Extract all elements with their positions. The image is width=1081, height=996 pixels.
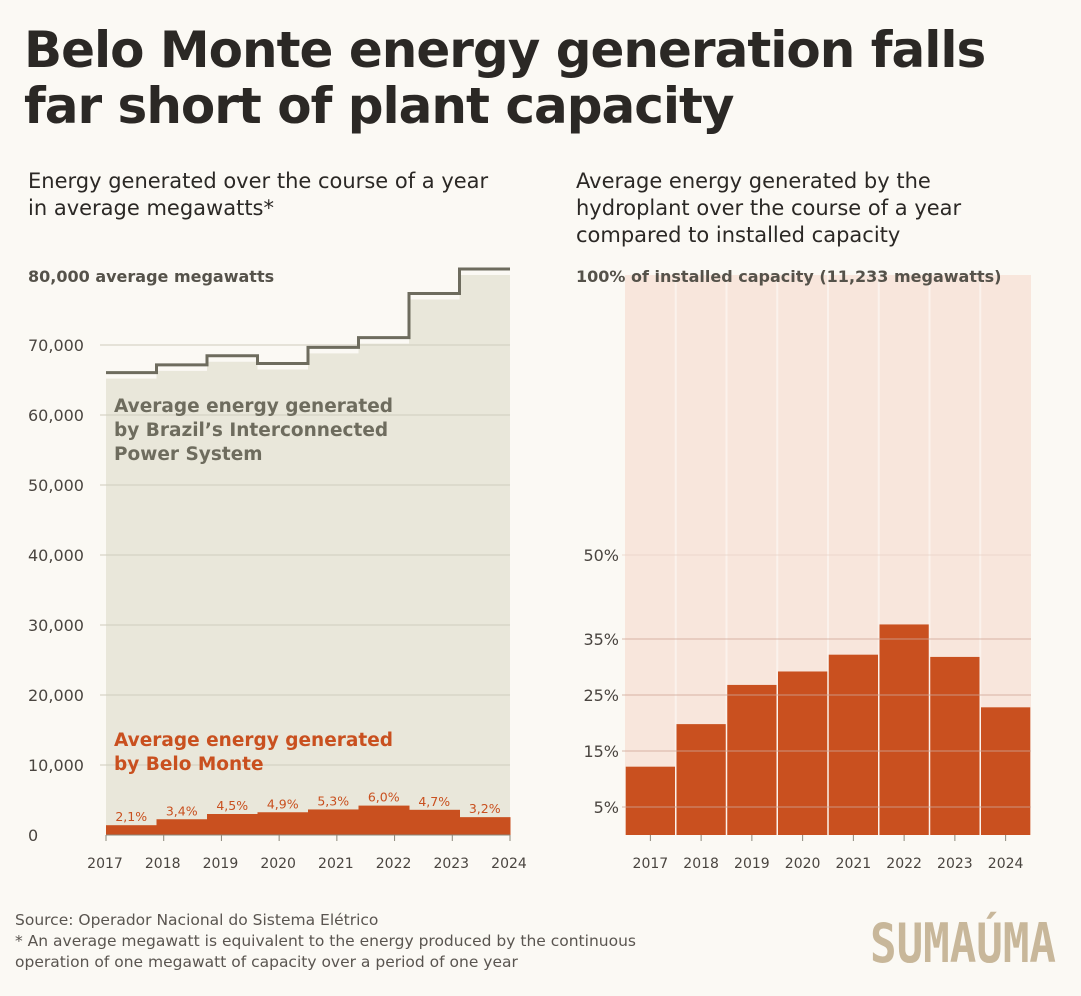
source-note: Source: Operador Nacional do Sistema Elé… (15, 911, 379, 929)
left-x-tick-label: 2023 (433, 856, 469, 872)
right-y-tick-label: 5% (594, 798, 619, 817)
capacity-bar (727, 684, 777, 835)
left-y-tick-label: 20,000 (28, 686, 84, 705)
capacity-bar (676, 724, 726, 835)
belo-monte-bar (358, 805, 410, 835)
belo-monte-bar (207, 814, 258, 835)
left-gridlines (100, 344, 510, 766)
belo-monte-percent-label: 4,5% (216, 798, 248, 813)
belo-monte-percent-label: 2,1% (115, 809, 147, 824)
right-x-tick-label: 2020 (785, 856, 821, 872)
right-x-tick-label: 2023 (937, 856, 973, 872)
belo-monte-bar (409, 809, 460, 835)
belo-monte-bar (106, 825, 157, 835)
belo-monte-percent-labels: 2,1% 3,4% 4,5% 4,9% 5,3% 6,0% 4,7% 3,2% (115, 790, 500, 825)
left-x-tick-label: 2020 (260, 856, 296, 872)
sumauma-logo: SUMAÚMA (868, 910, 1058, 974)
capacity-bar (778, 671, 828, 835)
footnote: * An average megawatt is equivalent to t… (15, 932, 636, 971)
belo-monte-percent-label: 3,4% (166, 803, 198, 818)
right-y-ticks: 5% 15% 25% 35% 50% (583, 546, 619, 817)
right-chart-title: Average energy generated by the hydropla… (576, 169, 962, 247)
logo-text: SUMAÚMA (870, 912, 1056, 974)
left-x-tick-label: 2022 (376, 856, 412, 872)
right-x-tick-label: 2019 (734, 856, 770, 872)
belo-monte-percent-label: 4,9% (267, 796, 299, 811)
left-y-tick-label: 60,000 (28, 406, 84, 425)
left-x-tick-label: 2019 (203, 856, 239, 872)
left-x-tick-label: 2018 (145, 856, 181, 872)
left-x-ticks: 2017 2018 2019 2020 2021 2022 2023 2024 (87, 835, 527, 872)
sin-series-label: Average energy generated by Brazil’s Int… (114, 396, 399, 465)
left-y-tick-label: 40,000 (28, 546, 84, 565)
left-chart-title: Energy generated over the course of a ye… (28, 169, 489, 220)
belo-monte-bar (308, 809, 359, 835)
right-x-tick-label: 2022 (886, 856, 922, 872)
right-x-tick-label: 2024 (988, 856, 1024, 872)
capacity-bar (828, 654, 878, 835)
right-y-tick-label: 15% (583, 742, 619, 761)
belo-monte-percent-label: 3,2% (469, 801, 501, 816)
capacity-bar (879, 624, 929, 835)
left-y-tick-label: 10,000 (28, 756, 84, 775)
page-title: Belo Monte energy generation falls far s… (24, 21, 986, 135)
right-top-label: 100% of installed capacity (11,233 megaw… (576, 267, 1001, 286)
belo-monte-percent-label: 6,0% (368, 790, 400, 805)
left-x-tick-label: 2024 (491, 856, 527, 872)
right-gridlines (622, 554, 1031, 808)
right-x-tick-label: 2021 (836, 856, 872, 872)
belo-monte-bars (106, 805, 511, 835)
capacity-bar (981, 707, 1031, 835)
right-y-tick-label: 50% (583, 546, 619, 565)
left-x-tick-label: 2021 (318, 856, 354, 872)
right-x-tick-label: 2017 (633, 856, 669, 872)
capacity-bars (625, 624, 1031, 835)
left-y-tick-label: 0 (28, 826, 38, 845)
belo-monte-bar (156, 819, 208, 835)
footer: Source: Operador Nacional do Sistema Elé… (15, 910, 715, 973)
right-y-tick-label: 35% (583, 630, 619, 649)
left-top-label: 80,000 average megawatts (28, 267, 274, 286)
left-y-tick-label: 30,000 (28, 616, 84, 635)
belo-monte-percent-label: 5,3% (317, 793, 349, 808)
right-chart: 5%15%25%35%50% 2017 2018 2019 2020 2021 2022 2… (576, 267, 1031, 872)
left-y-tick-label: 70,000 (28, 336, 84, 355)
capacity-bar (930, 656, 980, 835)
sin-line (106, 267, 510, 375)
belo-monte-bar (257, 812, 309, 835)
logo-graphic: SUMAÚMA (868, 910, 1058, 974)
belo-monte-bar (459, 817, 511, 835)
right-y-tick-label: 25% (583, 686, 619, 705)
belo-monte-series-label: Average energy generated by Belo Monte (114, 730, 399, 775)
capacity-bar (625, 766, 675, 835)
left-chart: 2,1% 3,4% 4,5% 4,9% 5,3% 6,0% 4,7% 3,2% 0 10,000… (28, 267, 527, 872)
left-y-tick-label: 50,000 (28, 476, 84, 495)
right-x-tick-label: 2018 (683, 856, 719, 872)
left-x-tick-label: 2017 (87, 856, 123, 872)
left-y-ticks: 0 10,000 20,000 30,000 40,000 50,000 60,000 70,… (28, 336, 84, 845)
belo-monte-percent-label: 4,7% (418, 794, 450, 809)
right-x-ticks: 2017 2018 2019 2020 2021 2022 2023 2024 (633, 835, 1024, 872)
